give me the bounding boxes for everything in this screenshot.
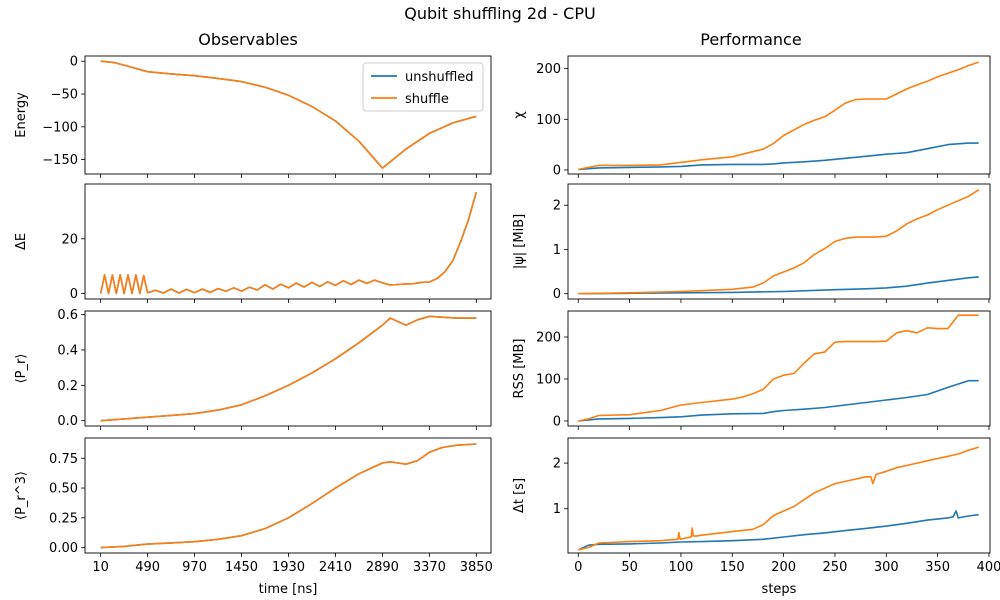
ytick-label-psi-size: 0 <box>553 287 561 302</box>
xtick-label-dt: 350 <box>925 560 950 575</box>
panel-pr3: 0.00 0.25 0.50 0.75 10 490 970 1450 1930 2410 2890… <box>14 437 493 597</box>
series-line-shuffle-delta-e <box>99 191 478 295</box>
xtick-label-dt: 200 <box>771 560 796 575</box>
plot-area-pr3 <box>100 443 477 549</box>
ytick-label-psi-size: 1 <box>553 243 561 258</box>
panel-pr: 0.0 0.2 0.4 0.6 ⟨P_r⟩ <box>14 308 492 430</box>
ytick-label-pr: 0.2 <box>57 379 78 394</box>
plot-area-pr <box>100 315 477 422</box>
plot-area-energy <box>100 60 477 169</box>
xtick-label-dt: 50 <box>621 560 638 575</box>
axes-frame-chi <box>567 55 991 175</box>
xtick-label-pr3: 1450 <box>225 560 258 575</box>
plot-area-dt <box>577 446 979 551</box>
series-line-shuffle-psi-size <box>578 189 980 295</box>
xtick-label-dt: 150 <box>720 560 745 575</box>
xtick-label-pr3: 2410 <box>319 560 352 575</box>
axes-frame-energy <box>84 55 492 175</box>
ytick-label-rss: 0 <box>553 414 561 429</box>
ytick-label-pr3: 0.50 <box>49 482 78 497</box>
axes-frame-pr3 <box>84 437 492 554</box>
ytick-label-energy: −150 <box>42 153 78 168</box>
ytick-label-pr3: 0.00 <box>49 541 78 556</box>
legend-box <box>362 62 484 112</box>
series-line-unshuffled-delta-e <box>99 191 478 295</box>
series-line-shuffle-chi <box>578 61 979 171</box>
panel-energy: 0 −50 −100 −150 Energy unshuffled shuffle <box>14 55 492 178</box>
xtick-label-dt: 0 <box>574 560 582 575</box>
axes-frame-delta-e <box>84 183 492 300</box>
series-line-shuffle-pr <box>100 315 477 422</box>
xtick-label-pr3: 10 <box>92 560 109 575</box>
left-column-title: Observables <box>198 30 298 49</box>
xtick-label-pr3: 970 <box>182 560 207 575</box>
series-line-unshuffled-dt <box>577 510 979 551</box>
xtick-label-dt: 400 <box>977 560 1000 575</box>
ytick-label-chi: 100 <box>536 113 561 128</box>
ytick-label-energy: 0 <box>70 55 78 70</box>
xtick-label-pr3: 1930 <box>272 560 305 575</box>
panel-chi: 0 100 200 χ <box>512 55 991 178</box>
ylabel-energy: Energy <box>14 92 29 138</box>
ytick-label-delta-e: 0 <box>70 287 78 302</box>
xtick-label-pr3: 3370 <box>413 560 446 575</box>
ytick-label-energy: −50 <box>51 88 78 103</box>
series-line-shuffle-energy <box>100 60 477 169</box>
panel-psi-size: 0 1 2 |ψ| [MiB] <box>512 183 991 303</box>
xtick-label-pr3: 2890 <box>366 560 399 575</box>
plot-area-delta-e <box>99 191 478 295</box>
ylabel-psi-size: |ψ| [MiB] <box>512 214 527 269</box>
axes-frame-psi-size <box>567 183 991 300</box>
series-line-unshuffled-pr <box>100 315 477 422</box>
ylabel-pr: ⟨P_r⟩ <box>14 354 29 384</box>
plot-area-rss <box>578 314 979 422</box>
plot-area-chi <box>578 61 979 171</box>
legend: unshuffled shuffle <box>362 62 484 112</box>
ytick-label-rss: 200 <box>536 331 561 346</box>
xlabel-pr3: time [ns] <box>259 582 318 597</box>
ytick-label-pr: 0.6 <box>57 308 78 323</box>
xtick-label-dt: 300 <box>874 560 899 575</box>
ytick-label-energy: −100 <box>42 120 78 135</box>
legend-label-shuffle: shuffle <box>405 92 449 107</box>
series-line-shuffle-rss <box>578 314 979 422</box>
xtick-label-dt: 100 <box>669 560 694 575</box>
plot-area-psi-size <box>578 189 980 295</box>
ytick-label-delta-e: 20 <box>61 232 78 247</box>
ylabel-delta-e: ΔE <box>14 233 29 250</box>
series-line-unshuffled-rss <box>578 379 979 422</box>
right-column-title: Performance <box>700 30 801 49</box>
series-line-unshuffled-psi-size <box>578 276 979 295</box>
ytick-label-chi: 200 <box>536 62 561 77</box>
series-line-shuffle-pr3 <box>100 443 477 549</box>
panel-delta-e: 0 20 ΔE <box>14 183 492 303</box>
ytick-label-pr: 0.0 <box>57 414 78 429</box>
ytick-label-pr: 0.4 <box>57 343 78 358</box>
panel-rss: 0 100 200 RSS [MB] <box>512 310 991 430</box>
xtick-label-pr3: 3850 <box>460 560 493 575</box>
suptitle: Qubit shuffling 2d - CPU <box>404 4 595 23</box>
ytick-label-rss: 100 <box>536 372 561 387</box>
xtick-label-pr3: 490 <box>135 560 160 575</box>
xlabel-dt: steps <box>762 582 797 597</box>
ylabel-rss: RSS [MB] <box>512 339 527 399</box>
axes-frame-dt <box>567 437 991 554</box>
xtick-label-dt: 250 <box>823 560 848 575</box>
series-line-shuffle-dt <box>578 446 979 551</box>
ytick-label-pr3: 0.25 <box>49 511 78 526</box>
ylabel-pr3: ⟨P_r^3⟩ <box>14 471 29 520</box>
axes-frame-rss <box>567 310 991 427</box>
ytick-label-pr3: 0.75 <box>49 452 78 467</box>
ylabel-dt: Δt [s] <box>512 478 527 513</box>
ytick-label-dt: 2 <box>553 457 561 472</box>
axes-frame-pr <box>84 310 492 427</box>
ytick-label-chi: 0 <box>553 163 561 178</box>
legend-label-unshuffled: unshuffled <box>405 70 474 85</box>
ylabel-chi: χ <box>512 111 527 119</box>
ytick-label-psi-size: 2 <box>553 199 561 214</box>
ytick-label-dt: 1 <box>553 502 561 517</box>
panel-dt: 1 2 0 50 100 150 200 250 300 350 400 Δt [s] steps <box>512 437 1000 597</box>
series-line-unshuffled-chi <box>578 142 979 171</box>
